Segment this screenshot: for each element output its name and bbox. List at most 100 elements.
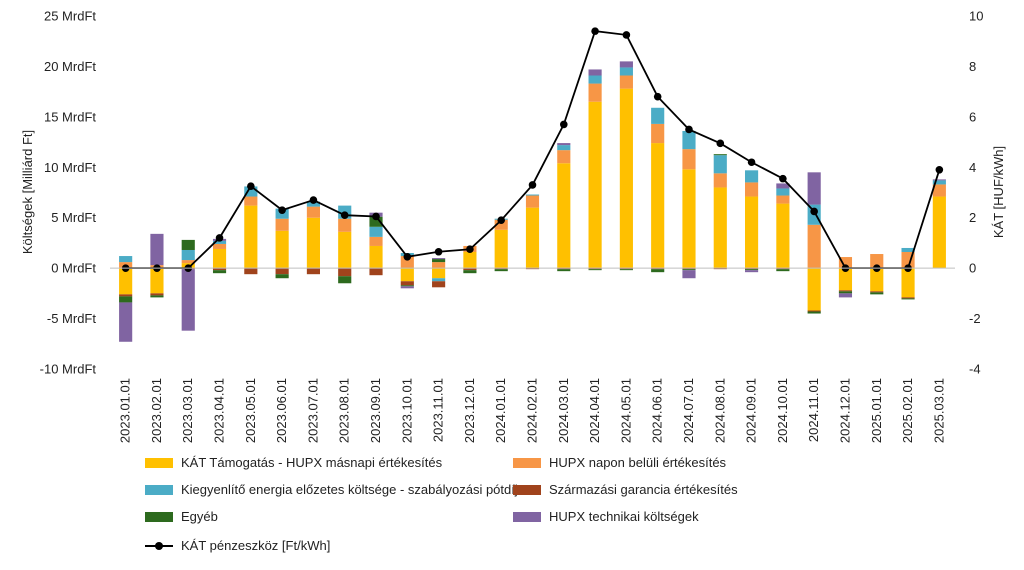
bar-segment (619, 67, 633, 76)
bar-segment (713, 155, 727, 174)
bar-segment (776, 269, 790, 272)
legend-swatch (513, 484, 541, 495)
legend-label: KÁT pénzeszköz [Ft/kWh] (181, 538, 331, 553)
bar-segment (651, 123, 665, 144)
legend-item-hupx-napon-beluli: HUPX napon belüli értékesítés (513, 455, 726, 470)
bar-segment (463, 268, 477, 271)
bar-segment (119, 302, 133, 342)
bar-segment (494, 268, 508, 270)
bar-segment (870, 268, 884, 292)
y-tick-label: 5 MrdFt (51, 210, 96, 225)
kat-line-point (278, 206, 286, 214)
bar-segment (557, 269, 571, 272)
bar-segment (588, 269, 602, 271)
bar-segment (432, 281, 446, 288)
legend-item-kat-tamogatas: KÁT Támogatás - HUPX másnapi értékesítés (145, 455, 442, 470)
kat-line-point (779, 174, 787, 183)
kat-line-point (434, 247, 443, 256)
bar-segment (275, 274, 289, 279)
kat-line-point (653, 92, 662, 101)
kat-line-point (528, 181, 537, 189)
x-tick-label: 2023.12.01 (462, 378, 477, 443)
bar-segment (369, 245, 383, 269)
bar-segment (682, 269, 696, 271)
bar-segment (619, 61, 633, 68)
bar-segment (275, 268, 289, 275)
bar-segment (525, 268, 540, 270)
bar-segment (682, 268, 696, 270)
bar-segment (745, 268, 759, 270)
bar-segment (557, 150, 571, 164)
bar-segment (400, 286, 414, 289)
bar-segment (776, 268, 790, 270)
bar-segment (745, 170, 759, 183)
x-tick-label: 2024.01.01 (493, 378, 508, 443)
legend-label: KÁT Támogatás - HUPX másnapi értékesítés (181, 455, 443, 470)
legend-swatch (145, 457, 173, 468)
bar-segment (338, 231, 352, 269)
x-tick-label: 2023.05.01 (243, 378, 258, 443)
bar-segment (212, 270, 227, 274)
bar-segment (150, 295, 164, 298)
bar-segment (432, 278, 446, 282)
kat-line-point (466, 245, 474, 254)
kat-line-point (591, 27, 599, 35)
x-tick-label: 2025.03.01 (931, 378, 946, 443)
bar-segment (306, 268, 320, 275)
bar-segment (651, 269, 665, 273)
bar-segment (932, 179, 946, 181)
bar-segment (432, 268, 446, 279)
y-tick-label: 25 MrdFt (44, 9, 96, 24)
bar-segment (494, 219, 508, 230)
bar-segment (651, 143, 665, 269)
bar-segment (557, 163, 571, 269)
bar-segment (275, 218, 289, 231)
bar-segment (212, 268, 227, 271)
kat-line-point (497, 216, 506, 225)
bar-segment (432, 258, 446, 260)
bar-segment (745, 270, 759, 273)
y2-tick-label: 10 (969, 9, 983, 24)
legend-item-szarmazasi-garancia: Származási garancia értékesítés (513, 482, 738, 497)
y2-tick-label: 6 (969, 109, 976, 124)
bar-segment (400, 256, 414, 269)
bar-segment (619, 75, 633, 89)
bar-segment (682, 130, 696, 150)
bar-segment (119, 296, 133, 303)
bar-segment (463, 252, 477, 269)
kat-line-point (403, 252, 412, 261)
legend-line-marker (145, 541, 173, 551)
x-tick-label: 2024.05.01 (618, 378, 633, 443)
bar-segment (932, 180, 946, 185)
x-tick-label: 2023.10.01 (399, 378, 414, 443)
bar-segment (150, 293, 164, 296)
bar-segment (557, 145, 571, 151)
kat-line-point (340, 211, 349, 219)
bar-segment (212, 248, 227, 269)
bar-segment (525, 195, 540, 208)
kat-line-point (716, 139, 725, 148)
x-tick-label: 2024.08.01 (712, 378, 727, 443)
legend-label: Egyéb (181, 509, 218, 524)
kat-line-point (935, 166, 944, 174)
y-tick-label: -10 MrdFt (40, 362, 97, 377)
legend-swatch (145, 484, 173, 495)
bar-segment (557, 268, 571, 270)
bar-segment (807, 311, 821, 314)
bar-segment (181, 249, 195, 261)
kat-line-point (810, 207, 818, 216)
bar-segment (745, 196, 759, 269)
bar-segment (619, 88, 633, 269)
bar-segment (901, 268, 915, 298)
bar-segment (181, 239, 195, 250)
x-tick-label: 2023.02.01 (149, 378, 164, 443)
x-tick-label: 2023.11.01 (431, 378, 446, 442)
legend-label: HUPX technikai költségek (549, 509, 699, 524)
x-tick-label: 2024.03.01 (556, 378, 571, 443)
y2-tick-label: 2 (969, 210, 976, 225)
bar-segment (713, 187, 727, 269)
bar-segment (557, 143, 571, 146)
bar-segment (119, 256, 133, 263)
bar-segment (901, 297, 915, 299)
